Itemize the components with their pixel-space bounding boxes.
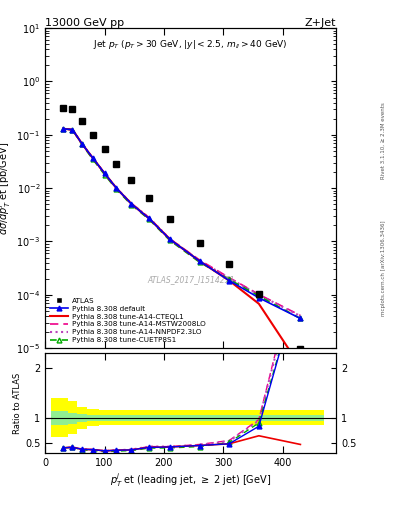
ATLAS (167, 216, 172, 222)
Pythia 8.308 default (257, 295, 261, 301)
Text: Rivet 3.1.10, ≥ 2.3M events: Rivet 3.1.10, ≥ 2.3M events (381, 102, 386, 179)
Pythia 8.308 default (298, 315, 303, 322)
Pythia 8.308 tune-A14-MSTW2008LO (90, 155, 95, 161)
Pythia 8.308 tune-A14-NNPDF2.3LO (167, 236, 172, 242)
Pythia 8.308 tune-CUETP8S1 (129, 202, 134, 208)
Pythia 8.308 default (61, 125, 65, 132)
Pythia 8.308 tune-A14-NNPDF2.3LO (90, 155, 95, 161)
Pythia 8.308 tune-CUETP8S1 (61, 125, 65, 132)
Pythia 8.308 default (80, 141, 84, 147)
Y-axis label: Ratio to ATLAS: Ratio to ATLAS (13, 373, 22, 434)
Pythia 8.308 default (102, 170, 107, 176)
ATLAS (70, 106, 75, 113)
Pythia 8.308 tune-CUETP8S1 (197, 259, 202, 265)
Pythia 8.308 tune-A14-MSTW2008LO (227, 274, 231, 281)
X-axis label: $p_T^j$ et (leading jet, $\geq$ 2 jet) [GeV]: $p_T^j$ et (leading jet, $\geq$ 2 jet) [… (110, 471, 271, 488)
Line: Pythia 8.308 default: Pythia 8.308 default (61, 126, 303, 321)
Pythia 8.308 default (70, 126, 75, 133)
Pythia 8.308 tune-A14-NNPDF2.3LO (70, 126, 75, 133)
Pythia 8.308 tune-A14-MSTW2008LO (80, 141, 84, 147)
ATLAS (129, 177, 134, 183)
Y-axis label: $d\sigma/dp_T^j$ et [pb/GeV]: $d\sigma/dp_T^j$ et [pb/GeV] (0, 141, 13, 235)
Pythia 8.308 tune-A14-MSTW2008LO (167, 236, 172, 242)
Pythia 8.308 tune-A14-MSTW2008LO (298, 312, 303, 318)
Text: Z+Jet: Z+Jet (305, 18, 336, 28)
Pythia 8.308 tune-A14-MSTW2008LO (61, 125, 65, 132)
Pythia 8.308 tune-A14-CTEQL1 (102, 170, 107, 176)
Pythia 8.308 tune-A14-CTEQL1 (167, 236, 172, 242)
Pythia 8.308 tune-A14-CTEQL1 (298, 364, 303, 370)
Pythia 8.308 tune-A14-MSTW2008LO (147, 215, 151, 221)
Pythia 8.308 default (227, 278, 231, 284)
Line: Pythia 8.308 tune-A14-NNPDF2.3LO: Pythia 8.308 tune-A14-NNPDF2.3LO (63, 129, 300, 316)
Line: Pythia 8.308 tune-A14-CTEQL1: Pythia 8.308 tune-A14-CTEQL1 (63, 129, 300, 367)
Pythia 8.308 tune-A14-NNPDF2.3LO (227, 275, 231, 281)
Pythia 8.308 tune-A14-CTEQL1 (90, 155, 95, 161)
Pythia 8.308 tune-CUETP8S1 (147, 216, 151, 222)
Pythia 8.308 tune-A14-NNPDF2.3LO (114, 185, 119, 191)
Text: ATLAS_2017_I1514251: ATLAS_2017_I1514251 (147, 275, 234, 284)
Pythia 8.308 tune-A14-MSTW2008LO (257, 291, 261, 297)
Pythia 8.308 tune-A14-MSTW2008LO (197, 257, 202, 263)
Pythia 8.308 tune-A14-CTEQL1 (80, 141, 84, 147)
Pythia 8.308 default (197, 258, 202, 264)
ATLAS (257, 291, 261, 297)
Pythia 8.308 tune-A14-CTEQL1 (114, 185, 119, 191)
Pythia 8.308 tune-CUETP8S1 (102, 172, 107, 178)
Line: Pythia 8.308 tune-A14-MSTW2008LO: Pythia 8.308 tune-A14-MSTW2008LO (63, 129, 300, 315)
Pythia 8.308 tune-A14-NNPDF2.3LO (80, 141, 84, 147)
Pythia 8.308 tune-A14-MSTW2008LO (129, 200, 134, 206)
Pythia 8.308 tune-A14-CTEQL1 (129, 201, 134, 207)
Pythia 8.308 tune-A14-CTEQL1 (227, 278, 231, 284)
Text: mcplots.cern.ch [arXiv:1306.3436]: mcplots.cern.ch [arXiv:1306.3436] (381, 220, 386, 316)
Pythia 8.308 tune-CUETP8S1 (227, 276, 231, 283)
ATLAS (61, 105, 65, 111)
Pythia 8.308 tune-A14-MSTW2008LO (70, 126, 75, 133)
ATLAS (197, 240, 202, 246)
Pythia 8.308 tune-A14-MSTW2008LO (102, 170, 107, 176)
Pythia 8.308 tune-CUETP8S1 (298, 315, 303, 322)
Pythia 8.308 tune-A14-NNPDF2.3LO (129, 200, 134, 206)
Line: ATLAS: ATLAS (60, 105, 303, 352)
Pythia 8.308 tune-A14-NNPDF2.3LO (197, 258, 202, 264)
Line: Pythia 8.308 tune-CUETP8S1: Pythia 8.308 tune-CUETP8S1 (61, 126, 303, 321)
ATLAS (90, 132, 95, 138)
Text: Jet $p_T$ ($p_T > 30$ GeV, $|y| < 2.5$, $m_{ll} > 40$ GeV): Jet $p_T$ ($p_T > 30$ GeV, $|y| < 2.5$, … (93, 38, 288, 51)
Pythia 8.308 tune-CUETP8S1 (90, 156, 95, 162)
Pythia 8.308 default (90, 155, 95, 161)
Pythia 8.308 tune-A14-NNPDF2.3LO (61, 125, 65, 132)
Pythia 8.308 tune-A14-CTEQL1 (61, 125, 65, 132)
Pythia 8.308 tune-A14-NNPDF2.3LO (257, 292, 261, 298)
Pythia 8.308 default (129, 201, 134, 207)
Pythia 8.308 tune-A14-MSTW2008LO (114, 185, 119, 191)
ATLAS (114, 161, 119, 167)
Pythia 8.308 tune-A14-NNPDF2.3LO (147, 215, 151, 221)
Pythia 8.308 tune-A14-CTEQL1 (257, 301, 261, 307)
Pythia 8.308 tune-A14-CTEQL1 (70, 126, 75, 133)
Text: 13000 GeV pp: 13000 GeV pp (45, 18, 124, 28)
ATLAS (102, 145, 107, 152)
Legend: ATLAS, Pythia 8.308 default, Pythia 8.308 tune-A14-CTEQL1, Pythia 8.308 tune-A14: ATLAS, Pythia 8.308 default, Pythia 8.30… (49, 296, 207, 345)
ATLAS (227, 261, 231, 267)
Pythia 8.308 tune-A14-NNPDF2.3LO (102, 170, 107, 176)
ATLAS (147, 195, 151, 201)
Pythia 8.308 tune-CUETP8S1 (257, 293, 261, 299)
Pythia 8.308 tune-A14-CTEQL1 (197, 258, 202, 264)
Pythia 8.308 default (147, 216, 151, 222)
Pythia 8.308 tune-CUETP8S1 (114, 186, 119, 193)
Pythia 8.308 tune-A14-CTEQL1 (147, 216, 151, 222)
Pythia 8.308 default (114, 185, 119, 191)
Pythia 8.308 tune-A14-NNPDF2.3LO (298, 313, 303, 319)
ATLAS (298, 346, 303, 352)
Pythia 8.308 tune-CUETP8S1 (70, 126, 75, 133)
Pythia 8.308 default (167, 236, 172, 242)
ATLAS (80, 118, 84, 124)
Pythia 8.308 tune-CUETP8S1 (80, 141, 84, 147)
Pythia 8.308 tune-CUETP8S1 (167, 237, 172, 243)
